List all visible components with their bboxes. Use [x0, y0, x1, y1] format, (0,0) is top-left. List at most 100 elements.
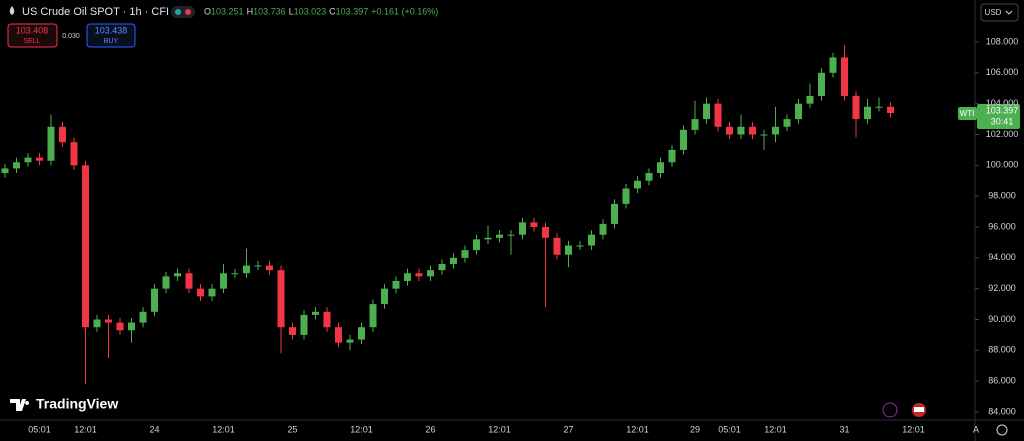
x-tick-label: 25 — [287, 424, 297, 434]
symbol-icon — [9, 6, 15, 15]
y-tick-label: 88.000 — [988, 345, 1016, 355]
candle-body — [300, 314, 308, 335]
spread: 0.030 — [62, 33, 80, 40]
ohlc-legend: O 103.251 H 103.736 L 103.023 C 103.397 +0.161 (… — [204, 6, 438, 16]
candle-body — [565, 245, 572, 255]
candle-body — [461, 250, 469, 258]
y-tick-label: 90.000 — [988, 314, 1016, 324]
event-icon-flag — [914, 407, 924, 412]
candle-body — [438, 264, 446, 271]
candle-body — [254, 265, 262, 267]
candle-body — [875, 106, 883, 108]
legend-value: 103.251 — [211, 6, 244, 16]
settings-icon[interactable] — [996, 424, 1008, 436]
candle-body — [93, 319, 101, 328]
candle-body — [404, 273, 411, 281]
y-tick-label: 100.000 — [986, 160, 1019, 170]
last-price-tag — [977, 104, 1020, 129]
candle-body — [714, 103, 722, 127]
candle-body — [507, 234, 515, 236]
buy-price[interactable]: 103.438 — [95, 25, 128, 35]
brand-logo — [10, 399, 30, 411]
legend-key: O — [204, 6, 211, 16]
sell-button[interactable] — [7, 23, 58, 48]
buy-label[interactable]: BUY — [104, 38, 119, 45]
x-tick-label: 05:01 — [28, 424, 51, 434]
candle-body — [151, 288, 158, 312]
alert-icon[interactable] — [882, 402, 898, 418]
candle-body — [277, 270, 285, 328]
y-tick-label: 98.000 — [988, 191, 1016, 201]
x-tick-label: 29 — [690, 424, 700, 434]
candle-body — [749, 126, 756, 135]
x-tick-label: 27 — [563, 424, 573, 434]
candle-body — [323, 311, 331, 328]
candle-body — [611, 203, 618, 224]
candle-body — [358, 327, 365, 340]
candle-body — [128, 322, 135, 331]
candle-body — [542, 227, 549, 238]
legend-key: H — [247, 6, 254, 16]
candle-body — [369, 304, 377, 328]
y-tick-label: 84.000 — [988, 406, 1016, 416]
legend-key: C — [329, 6, 336, 16]
candle-body — [841, 57, 848, 96]
status-dot — [175, 9, 181, 15]
candle-body — [346, 339, 354, 343]
currency-button[interactable] — [980, 3, 1019, 22]
legend-value: 103.397 — [336, 6, 369, 16]
candle-body — [1, 168, 9, 174]
brand-name: TradingView — [36, 396, 118, 412]
sell-price[interactable]: 103.408 — [16, 25, 49, 35]
y-tick-label: 104.000 — [986, 98, 1019, 108]
x-tick-label: 26 — [425, 424, 435, 434]
candle-body — [220, 273, 227, 289]
candle-body — [622, 188, 630, 204]
candle-body — [737, 126, 745, 135]
sell-label[interactable]: SELL — [23, 38, 40, 45]
candle-body — [783, 119, 791, 127]
candle-body — [381, 288, 388, 305]
candle-body — [13, 162, 20, 169]
y-tick-label: 92.000 — [988, 283, 1016, 293]
candle-body — [139, 311, 147, 323]
x-tick-label: 31 — [839, 424, 849, 434]
candle-body — [519, 222, 526, 235]
currency[interactable]: USD — [985, 8, 1002, 17]
candle-body — [59, 126, 66, 143]
candle-body — [105, 319, 112, 323]
symbol-title[interactable]: US Crude Oil SPOT · 1h · CFI — [22, 6, 169, 18]
series-tag-label: WTI — [960, 109, 975, 118]
candle-body — [887, 106, 894, 113]
candle-body — [668, 149, 676, 163]
candle-body — [680, 129, 687, 150]
candle-body — [772, 126, 779, 135]
candle-body — [484, 237, 492, 240]
candle-body — [312, 311, 319, 315]
candle-body — [599, 223, 607, 235]
candle-body — [208, 288, 216, 297]
candle-body — [450, 257, 457, 264]
status-badge[interactable] — [171, 6, 195, 18]
candle-body — [553, 237, 561, 255]
y-tick-label: 102.000 — [986, 129, 1019, 139]
buy-button[interactable] — [86, 23, 136, 48]
candle-body — [392, 280, 400, 289]
candle-body — [174, 273, 181, 277]
candle-body — [116, 322, 124, 331]
candle-body — [47, 126, 55, 161]
auto-scale[interactable]: A — [973, 424, 979, 434]
candle-body — [243, 265, 250, 274]
y-tick-label: 108.000 — [986, 36, 1019, 46]
candle-body — [634, 180, 641, 189]
x-tick-label: 12:01 — [350, 424, 373, 434]
candle-body — [645, 173, 653, 181]
candle-body — [289, 327, 296, 335]
countdown: 30:41 — [991, 116, 1014, 126]
candle-body — [795, 103, 802, 120]
candle-body — [197, 288, 204, 297]
candle-body — [806, 95, 814, 104]
x-tick-label: 12:01 — [764, 424, 787, 434]
candle-body — [657, 162, 664, 174]
